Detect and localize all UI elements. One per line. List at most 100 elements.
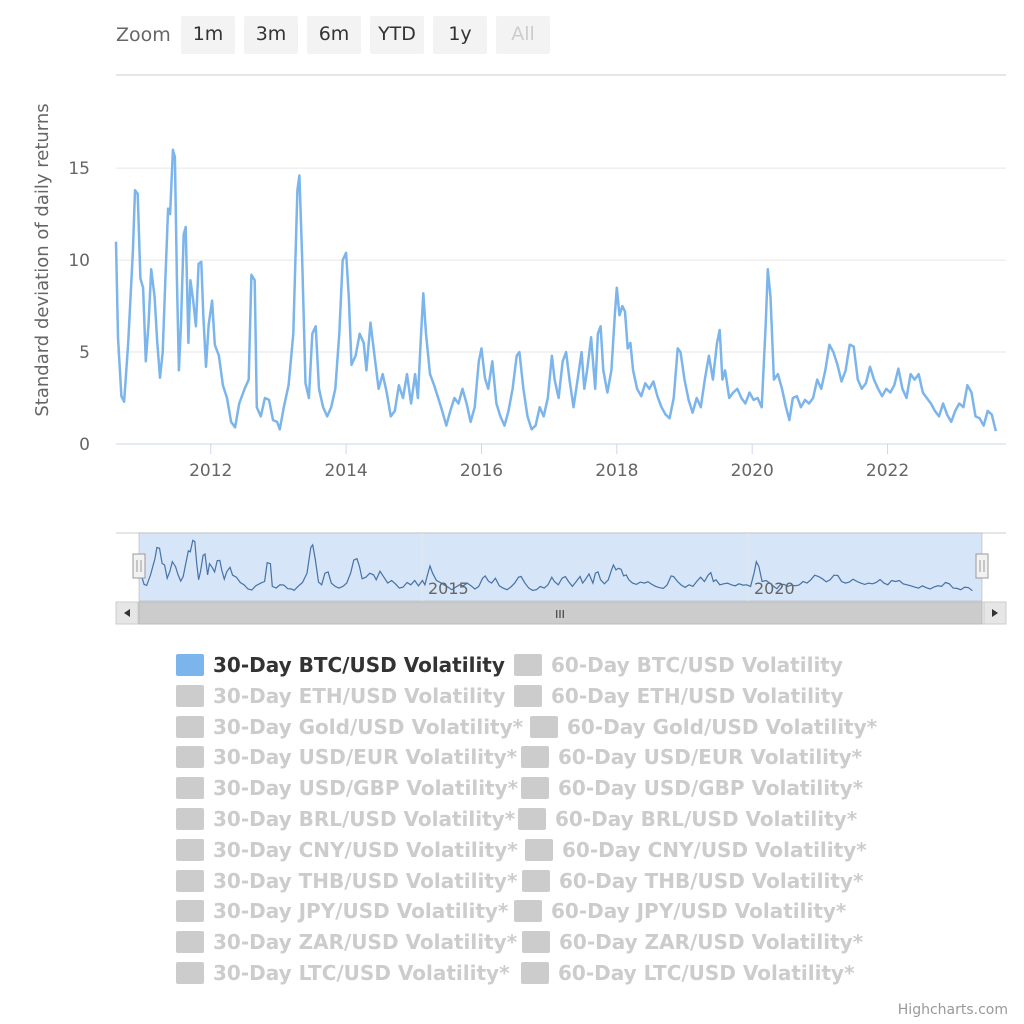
legend-item[interactable]: 60-Day ETH/USD Volatility xyxy=(514,682,843,710)
legend-label: 60-Day CNY/USD Volatility* xyxy=(562,837,867,862)
chevron-right-icon xyxy=(992,609,998,617)
legend-label: 60-Day JPY/USD Volatility* xyxy=(551,899,847,924)
legend-item[interactable]: 30-Day USD/EUR Volatility* xyxy=(176,743,517,771)
legend-item[interactable]: 30-Day ETH/USD Volatility xyxy=(176,682,505,710)
legend-swatch-icon xyxy=(176,654,204,676)
zoom-ytd-button[interactable]: YTD xyxy=(370,16,424,54)
legend-label: 60-Day USD/EUR Volatility* xyxy=(558,745,863,770)
legend-swatch-icon xyxy=(522,869,550,892)
legend-swatch-icon xyxy=(525,838,553,861)
legend-item[interactable]: 60-Day Gold/USD Volatility* xyxy=(530,713,877,741)
navigator-area: 2015 2020 xyxy=(116,532,1006,602)
navigator-x-ticks: 2015 2020 xyxy=(428,579,795,598)
legend-swatch-icon xyxy=(176,715,204,738)
legend-label: 30-Day ETH/USD Volatility xyxy=(213,683,506,708)
legend-swatch-icon xyxy=(514,654,542,676)
legend-label: 60-Day USD/GBP Volatility* xyxy=(558,776,864,801)
scrollbar[interactable]: III xyxy=(115,601,1007,625)
legend-swatch-icon xyxy=(176,684,204,707)
legend-label: 30-Day Gold/USD Volatility* xyxy=(213,714,524,739)
legend-swatch-icon xyxy=(518,808,546,830)
legend-item[interactable]: 30-Day THB/USD Volatility* xyxy=(176,867,517,895)
legend-item[interactable]: 60-Day USD/GBP Volatility* xyxy=(521,774,863,802)
legend-item[interactable]: 60-Day BRL/USD Volatility* xyxy=(518,805,857,833)
legend-swatch-icon xyxy=(176,838,204,861)
legend-item[interactable]: 30-Day LTC/USD Volatility* xyxy=(176,959,510,987)
y-tick-label: 10 xyxy=(68,251,90,271)
navigator-series-line xyxy=(138,539,973,592)
legend-swatch-icon xyxy=(176,931,204,954)
zoom-6m-button[interactable]: 6m xyxy=(307,16,361,54)
navigator: 2015 2020 III xyxy=(115,532,1007,625)
legend-item[interactable]: 30-Day BTC/USD Volatility xyxy=(176,651,505,679)
legend-item[interactable]: 30-Day JPY/USD Volatility* xyxy=(176,897,508,925)
legend-item[interactable]: 60-Day ZAR/USD Volatility* xyxy=(522,928,863,956)
y-tick-label: 15 xyxy=(68,159,90,179)
legend-swatch-icon xyxy=(521,777,549,800)
legend-swatch-icon xyxy=(514,684,542,707)
navigator-x-tick-label: 2020 xyxy=(754,579,795,598)
y-tick-label: 0 xyxy=(79,435,90,455)
navigator-selection-mask[interactable] xyxy=(138,532,983,602)
legend-item[interactable]: 60-Day CNY/USD Volatility* xyxy=(525,836,867,864)
legend-label: 60-Day ETH/USD Volatility xyxy=(551,683,844,708)
y-axis-ticks: 0 5 10 15 xyxy=(68,159,90,455)
legend-swatch-icon xyxy=(521,746,549,769)
series-line-btc-30d[interactable] xyxy=(114,148,998,432)
legend-label: 30-Day JPY/USD Volatility* xyxy=(213,899,509,924)
legend-label: 60-Day ZAR/USD Volatility* xyxy=(559,930,864,955)
x-tick-label: 2012 xyxy=(189,461,232,481)
legend-label: 30-Day ZAR/USD Volatility* xyxy=(213,930,518,955)
x-tick-label: 2020 xyxy=(731,461,774,481)
legend-label: 60-Day THB/USD Volatility* xyxy=(559,868,864,893)
x-tick-label: 2022 xyxy=(866,461,909,481)
x-tick-label: 2014 xyxy=(324,461,367,481)
legend-swatch-icon xyxy=(176,869,204,892)
x-tick-label: 2016 xyxy=(460,461,503,481)
legend-label: 30-Day USD/GBP Volatility* xyxy=(213,776,519,801)
scrollbar-grip: III xyxy=(555,608,565,621)
legend-swatch-icon xyxy=(176,808,204,830)
x-axis-ticks: 2012 2014 2016 2018 2020 2022 xyxy=(189,444,909,481)
zoom-1y-button[interactable]: 1y xyxy=(433,16,487,54)
navigator-right-handle[interactable] xyxy=(975,553,989,579)
legend-item[interactable]: 60-Day LTC/USD Volatility* xyxy=(521,959,855,987)
legend-label: 30-Day LTC/USD Volatility* xyxy=(213,961,510,985)
gridlines xyxy=(116,167,1006,445)
legend-label: 60-Day BRL/USD Volatility* xyxy=(555,807,858,831)
legend-item[interactable]: 60-Day USD/EUR Volatility* xyxy=(521,743,862,771)
zoom-all-button[interactable]: All xyxy=(496,16,550,54)
legend-swatch-icon xyxy=(530,715,558,738)
x-tick-label: 2018 xyxy=(595,461,638,481)
legend-swatch-icon xyxy=(176,777,204,800)
legend-label: 30-Day BRL/USD Volatility* xyxy=(213,807,516,831)
legend-item[interactable]: 30-Day USD/GBP Volatility* xyxy=(176,774,518,802)
credits-link[interactable]: Highcharts.com xyxy=(897,1002,1008,1018)
legend-label: 30-Day CNY/USD Volatility* xyxy=(213,837,518,862)
legend-item[interactable]: 60-Day JPY/USD Volatility* xyxy=(514,897,846,925)
zoom-1m-button[interactable]: 1m xyxy=(181,16,235,54)
chevron-left-icon xyxy=(124,609,130,617)
y-axis-title: Standard deviation of daily returns xyxy=(32,103,53,416)
legend-swatch-icon xyxy=(514,900,542,923)
main-chart: 0 5 10 15 2012 2014 2016 2018 2020 2022 Standard… xyxy=(32,74,1006,481)
legend-swatch-icon xyxy=(522,931,550,954)
legend-swatch-icon xyxy=(176,962,204,984)
legend-label: 60-Day BTC/USD Volatility xyxy=(551,653,843,677)
legend-item[interactable]: 60-Day THB/USD Volatility* xyxy=(522,867,863,895)
zoom-3m-button[interactable]: 3m xyxy=(244,16,298,54)
legend-item[interactable]: 30-Day Gold/USD Volatility* xyxy=(176,713,523,741)
y-tick-label: 5 xyxy=(79,343,90,363)
legend-label: 60-Day Gold/USD Volatility* xyxy=(567,714,878,739)
navigator-left-handle[interactable] xyxy=(132,553,146,579)
legend-swatch-icon xyxy=(176,900,204,923)
scrollbar-thumb[interactable] xyxy=(138,601,983,625)
legend-label: 60-Day LTC/USD Volatility* xyxy=(558,961,855,985)
legend-item[interactable]: 30-Day BRL/USD Volatility* xyxy=(176,805,515,833)
legend-label: 30-Day THB/USD Volatility* xyxy=(213,868,518,893)
legend-item[interactable]: 30-Day CNY/USD Volatility* xyxy=(176,836,518,864)
zoom-label: Zoom xyxy=(116,24,171,46)
legend-item[interactable]: 60-Day BTC/USD Volatility xyxy=(514,651,843,679)
legend-item[interactable]: 30-Day ZAR/USD Volatility* xyxy=(176,928,517,956)
legend-label: 30-Day BTC/USD Volatility xyxy=(213,653,505,677)
